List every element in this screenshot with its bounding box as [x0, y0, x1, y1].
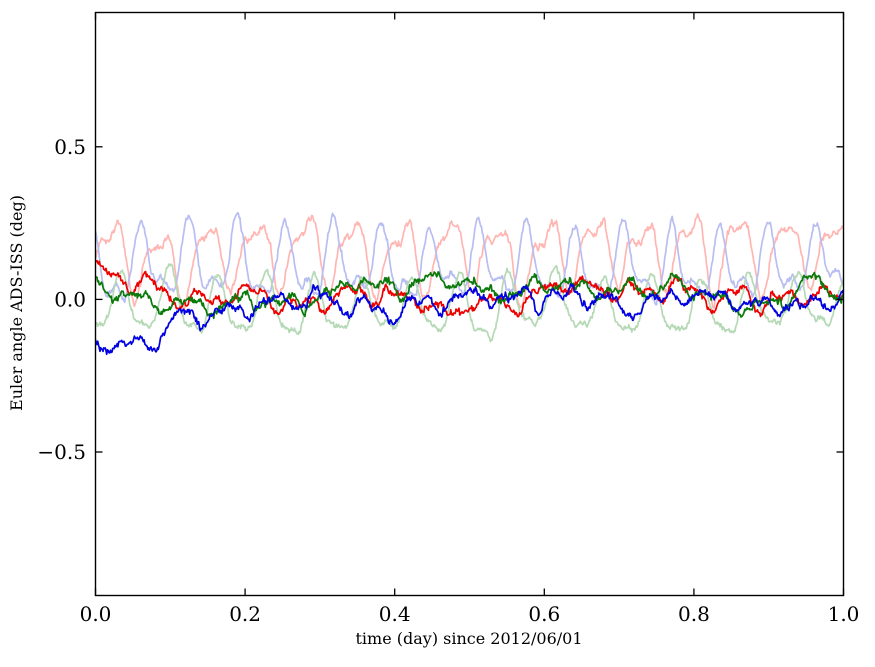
x-tick-label: 1.0	[828, 602, 860, 626]
series-euler-angle-2-filtered	[95, 271, 844, 320]
series-euler-angle-2-raw	[95, 211, 844, 306]
y-tick-label: −0.5	[37, 440, 86, 464]
tick-labels: 0.0 0.2 0.4 0.6 0.8 1.0 0.5 0.0 −0.5	[37, 135, 859, 626]
x-tick-label: 0.4	[379, 602, 411, 626]
x-axis-label: time (day) since 2012/06/01	[355, 629, 582, 648]
series-lines	[95, 211, 844, 356]
plot-border	[94, 11, 845, 597]
series-euler-angle-3-filtered	[95, 283, 844, 356]
x-tick-label: 0.2	[229, 602, 261, 626]
y-tick-label: 0.0	[54, 287, 86, 311]
x-tick-label: 0.0	[80, 602, 112, 626]
plot-area	[95, 12, 844, 596]
x-tick-label: 0.6	[528, 602, 560, 626]
series-euler-angle-3-raw	[95, 263, 844, 343]
y-tick-label: 0.5	[54, 135, 86, 159]
x-tick-label: 0.8	[678, 602, 710, 626]
series-euler-angle-1-filtered	[95, 259, 844, 318]
y-axis-label: Euler angle ADS-ISS (deg)	[7, 195, 26, 411]
